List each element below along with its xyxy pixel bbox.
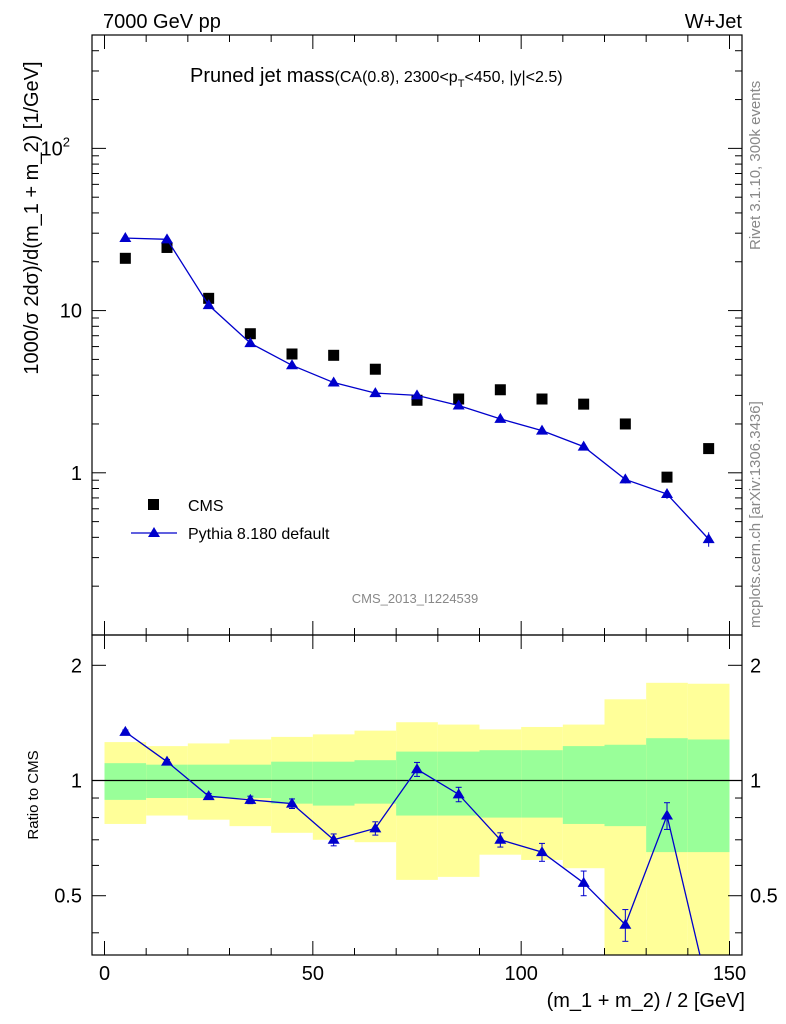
plot-title-sub-index: T <box>458 78 465 90</box>
pythia-line <box>125 237 710 540</box>
ratio-y-tick-label-right: 0.5 <box>750 886 778 908</box>
plot-title: Pruned jet mass(CA(0.8), 2300<pT<450, |y… <box>190 65 563 90</box>
plot-area: 0 50 100 150 1 10 102 0.5 0.5 1 1 2 2 <box>41 34 778 985</box>
cms-data-point <box>369 363 381 375</box>
ratio-pythia-point <box>286 797 298 808</box>
ratio-pythia-point <box>452 788 465 799</box>
x-tick-label: 150 <box>713 963 746 985</box>
mcplots-label: mcplots.cern.ch [arXiv:1306.3436] <box>747 401 764 628</box>
ratio-pythia-point <box>327 833 340 844</box>
ratio-y-tick-label-right: 2 <box>750 655 761 677</box>
pythia-data-point <box>286 359 298 370</box>
ratio-bands <box>104 682 730 955</box>
pythia-data-point <box>619 473 632 484</box>
ratio-y-tick-label: 1 <box>71 771 82 793</box>
cms-data-point <box>244 328 256 340</box>
inner-uncertainty-band <box>562 746 605 824</box>
pythia-data-point <box>244 337 257 348</box>
cms-data-point <box>328 349 340 361</box>
pythia-data-point <box>369 387 382 398</box>
cms-data-point <box>286 348 298 360</box>
cms-data-point <box>661 471 673 483</box>
ratio-y-tick-label-right: 1 <box>750 771 761 793</box>
inner-uncertainty-band <box>396 751 438 816</box>
inner-uncertainty-band <box>229 764 272 799</box>
ratio-y-axis-label: Ratio to CMS <box>25 750 42 839</box>
cms-data-point <box>494 384 506 396</box>
pythia-data-point <box>327 376 340 387</box>
ratio-y-tick-label: 2 <box>71 655 82 677</box>
inner-uncertainty-band <box>604 744 647 827</box>
main-y-tick-label: 1 <box>71 463 82 485</box>
cms-data-point <box>619 418 631 430</box>
cms-data-point <box>161 241 173 253</box>
main-y-tick-label: 102 <box>41 134 70 160</box>
plot-title-sub: (CA(0.8), 2300<p <box>335 69 458 86</box>
main-y-tick-label: 10 <box>60 301 82 323</box>
ratio-pythia-point <box>619 918 632 929</box>
pythia-data-point <box>161 233 173 244</box>
ratio-pythia-point <box>369 822 382 833</box>
pythia-data-point <box>536 424 548 435</box>
legend-cms-marker <box>148 499 159 510</box>
ratio-pythia-point <box>161 755 173 766</box>
ratio-pythia-point <box>494 833 507 844</box>
cms-data-point <box>536 393 548 405</box>
plot-title-main: Pruned jet mass <box>190 65 335 87</box>
pythia-data-point <box>411 389 423 400</box>
legend-pythia-label: Pythia 8.180 default <box>188 526 330 543</box>
ratio-pythia-point <box>661 809 673 820</box>
inner-uncertainty-band <box>646 738 688 853</box>
rivet-label: Rivet 3.1.10, 300k events <box>747 81 764 250</box>
inner-uncertainty-band <box>521 750 563 818</box>
pythia-data-point <box>119 232 132 243</box>
inner-uncertainty-band <box>271 761 313 804</box>
ratio-pythia-point <box>202 790 215 801</box>
legend-cms-label: CMS <box>188 498 224 515</box>
pythia-data-point <box>452 399 465 410</box>
process-label: W+Jet <box>685 11 743 33</box>
main-y-axis-label: 1000/σ 2dσ)/d(m_1 + m_2) [1/GeV] <box>21 61 43 374</box>
ratio-pythia-point <box>119 725 132 736</box>
ratio-y-tick-label: 0.5 <box>54 886 82 908</box>
pythia-data-point <box>577 440 590 451</box>
inner-uncertainty-band <box>354 760 397 804</box>
ratio-pythia-point <box>411 763 423 774</box>
energy-label: 7000 GeV pp <box>103 11 221 33</box>
pythia-data-point <box>661 488 673 499</box>
inner-uncertainty-band <box>312 761 355 806</box>
cms-data-point <box>578 398 590 410</box>
x-axis-label: (m_1 + m_2) / 2 [GeV] <box>547 990 745 1012</box>
pythia-data-point <box>494 412 507 423</box>
inner-uncertainty-band <box>146 764 188 799</box>
cms-data-point <box>411 394 423 406</box>
cms-data-point <box>703 443 715 455</box>
ratio-pythia-point <box>244 793 257 804</box>
cms-data-point <box>119 252 131 264</box>
cms-data-point <box>203 292 215 304</box>
x-tick-label: 100 <box>504 963 537 985</box>
main-y-tick-exponent: 2 <box>63 134 70 149</box>
legend: CMS Pythia 8.180 default <box>131 498 330 543</box>
analysis-watermark: CMS_2013_I1224539 <box>352 591 479 606</box>
x-tick-label: 50 <box>302 963 324 985</box>
pythia-data-point <box>702 533 715 544</box>
ratio-frame <box>91 634 743 956</box>
inner-uncertainty-band <box>687 739 730 853</box>
pythia-data-point <box>202 299 215 310</box>
cms-data-point <box>453 393 465 405</box>
plot-title-sub-end: <450, |y|<2.5) <box>464 69 562 86</box>
x-tick-label: 0 <box>99 963 110 985</box>
inner-uncertainty-band <box>104 763 147 800</box>
ratio-series <box>119 725 701 955</box>
ratio-pythia-point <box>536 846 548 857</box>
ratio-pythia-point <box>577 876 590 887</box>
inner-uncertainty-band <box>437 751 480 816</box>
main-frame <box>91 34 743 636</box>
legend-pythia-marker <box>148 527 160 537</box>
inner-uncertainty-band <box>479 750 522 818</box>
